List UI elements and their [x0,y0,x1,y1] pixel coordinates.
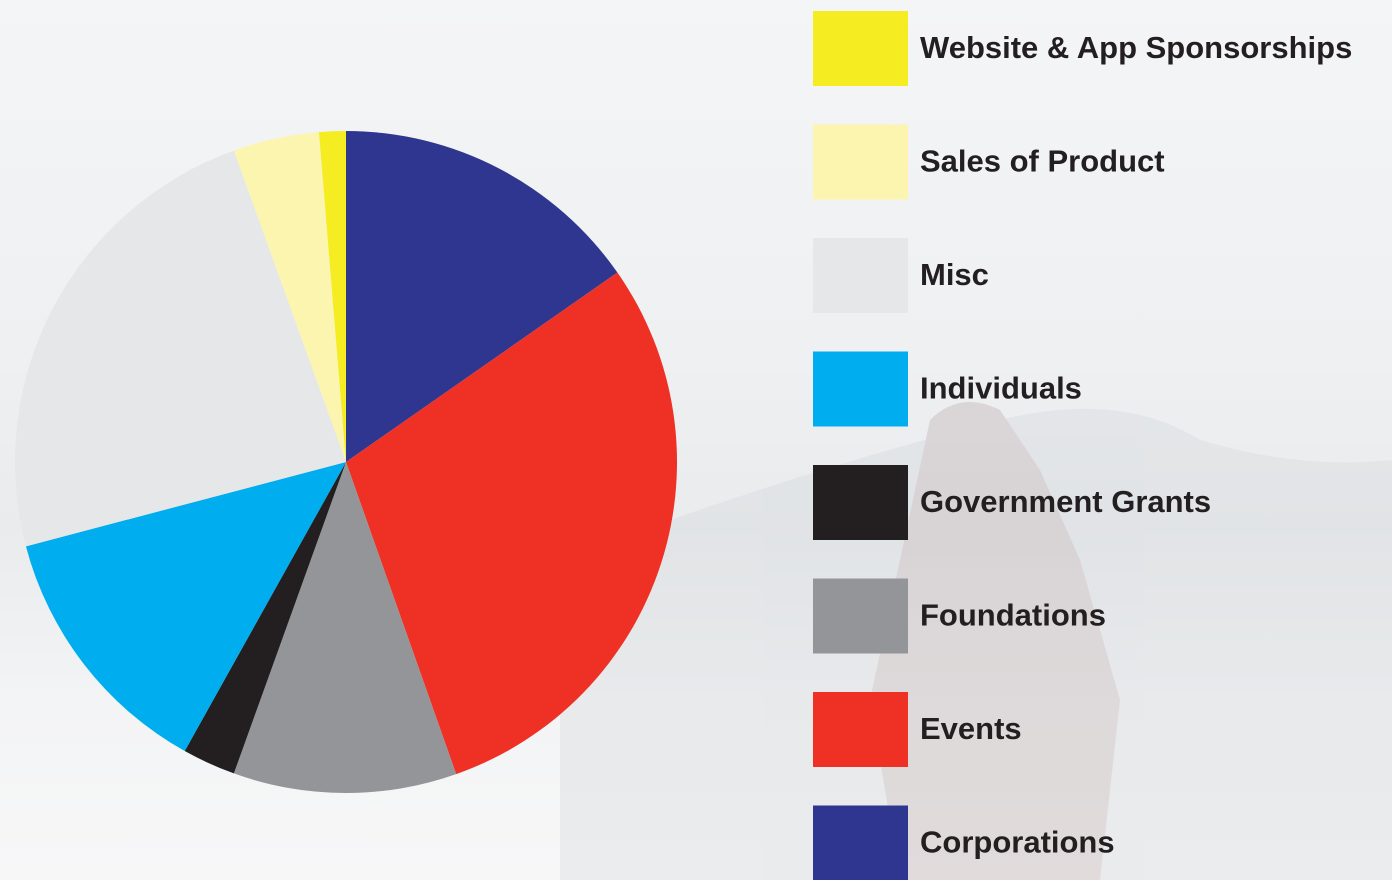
legend-label: Misc [920,257,989,292]
pie-slice [184,462,346,774]
pie-slice [346,272,678,775]
legend-swatch [813,805,908,880]
legend-swatch [813,578,908,654]
legend-swatch [813,238,908,313]
pie-slice [14,150,347,547]
legend-swatch [813,124,908,200]
legend-swatch [813,351,908,427]
background-scenery [560,402,1392,880]
legend-label: Corporations [920,825,1115,860]
legend-label: Website & App Sponsorships [920,30,1352,65]
pie-slice [25,462,346,752]
pie-slice [318,131,346,462]
legend-swatch [813,692,908,767]
legend-label: Foundations [920,598,1106,633]
legend-swatch [813,11,908,86]
pie-slice [346,131,618,462]
pie-slice [233,462,457,793]
legend-label: Government Grants [920,484,1211,519]
legend-label: Sales of Product [920,144,1165,179]
legend-label: Events [920,711,1022,746]
legend-swatch [813,465,908,540]
pie-slice [233,132,346,462]
legend-label: Individuals [920,371,1082,406]
